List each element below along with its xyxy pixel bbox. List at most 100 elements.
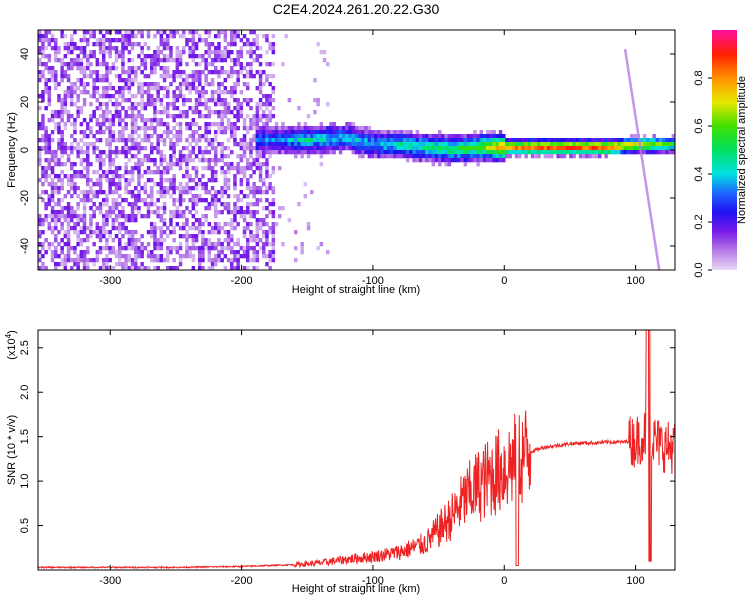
heatmap-cell <box>134 262 138 267</box>
heatmap-cell <box>588 138 592 143</box>
heatmap-cell <box>258 86 263 91</box>
heatmap-cell <box>524 142 528 147</box>
heatmap-cell <box>124 86 128 91</box>
heatmap-cell <box>226 162 231 167</box>
heatmap-cell <box>114 254 119 259</box>
heatmap-cell <box>495 158 500 163</box>
heatmap-cell <box>546 138 551 143</box>
heatmap-cell <box>188 106 192 111</box>
heatmap-cell <box>66 118 71 123</box>
heatmap-cell <box>57 262 61 267</box>
heatmap-cell <box>140 70 144 75</box>
heatmap-cell <box>41 246 45 251</box>
heatmap-cell <box>95 86 100 91</box>
heatmap-cell <box>127 202 132 207</box>
heatmap-cell <box>255 46 260 51</box>
heatmap-cell <box>585 146 589 151</box>
heatmap-cell <box>185 42 189 47</box>
heatmap-cell <box>418 154 423 159</box>
heatmap-cell <box>114 262 119 267</box>
heatmap-cell <box>492 158 496 163</box>
heatmap-cell <box>303 122 308 127</box>
heatmap-cell <box>60 186 64 191</box>
heatmap-cell <box>498 134 503 139</box>
heatmap-cell <box>73 174 77 179</box>
heatmap-cell <box>226 246 231 251</box>
heatmap-cell <box>191 54 196 59</box>
heatmap-cell <box>166 254 170 259</box>
heatmap-cell <box>246 126 250 131</box>
heatmap-cell <box>150 202 154 207</box>
heatmap-cell <box>364 150 368 155</box>
heatmap-cell <box>569 146 573 151</box>
y-tick-label: 1.5 <box>19 429 31 444</box>
heatmap-cell <box>127 258 132 263</box>
heatmap-cell <box>159 134 164 139</box>
heatmap-cell <box>204 158 208 163</box>
heatmap-cell <box>191 110 196 115</box>
heatmap-cell <box>393 154 397 159</box>
heatmap-cell <box>191 214 196 219</box>
heatmap-cell <box>262 114 266 119</box>
heatmap-cell <box>50 38 55 43</box>
heatmap-cell <box>236 266 240 270</box>
heatmap-cell <box>258 82 263 87</box>
heatmap-cell <box>127 58 132 63</box>
heatmap-cell <box>214 130 218 135</box>
heatmap-cell <box>57 198 61 203</box>
heatmap-cell <box>118 38 122 43</box>
heatmap-cell <box>242 126 247 131</box>
heatmap-cell <box>668 138 672 143</box>
heatmap-cell <box>63 90 68 95</box>
heatmap-cell <box>102 46 106 51</box>
heatmap-cell <box>578 138 583 143</box>
heatmap-cell <box>262 222 266 227</box>
heatmap-cell <box>175 142 180 147</box>
heatmap-cell <box>134 70 138 75</box>
heatmap-cell <box>178 226 183 231</box>
heatmap-cell <box>47 54 52 59</box>
heatmap-cell <box>434 138 439 143</box>
heatmap-cell <box>124 214 128 219</box>
heatmap-cell <box>114 66 119 71</box>
heatmap-cell <box>150 158 154 163</box>
heatmap-cell <box>220 122 224 127</box>
heatmap-cell <box>191 130 196 135</box>
heatmap-cell <box>463 154 468 159</box>
heatmap-cell <box>44 250 48 255</box>
heatmap-cell <box>473 158 477 163</box>
heatmap-cell <box>390 130 394 135</box>
heatmap-cell <box>268 134 272 139</box>
heatmap-cell <box>38 106 42 111</box>
heatmap-cell <box>166 134 170 139</box>
heatmap-cell <box>201 102 205 107</box>
heatmap-cell <box>201 86 205 91</box>
heatmap-cell <box>98 250 103 255</box>
heatmap-cell <box>111 170 116 175</box>
heatmap-cell <box>217 30 221 35</box>
heatmap-cell <box>223 162 228 167</box>
heatmap-cell <box>102 50 106 55</box>
heatmap-cell <box>572 146 576 151</box>
heatmap-cell <box>233 166 237 171</box>
heatmap-cell <box>236 222 240 227</box>
heatmap-cell <box>223 30 228 35</box>
heatmap-cell <box>265 130 269 135</box>
heatmap-cell <box>214 262 218 267</box>
heatmap-cell <box>146 102 151 107</box>
heatmap-cell <box>92 34 96 39</box>
heatmap-cell <box>102 42 106 47</box>
heatmap-cell <box>255 218 260 223</box>
heatmap-cell <box>255 250 260 255</box>
heatmap-cell <box>322 146 327 151</box>
heatmap-cell <box>559 142 564 147</box>
heatmap-cell <box>204 186 208 191</box>
heatmap-cell <box>646 142 650 147</box>
heatmap-cell <box>63 42 68 47</box>
heatmap-cell <box>319 150 324 155</box>
heatmap-cell <box>204 246 208 251</box>
heatmap-cell <box>191 198 196 203</box>
heatmap-cell <box>185 166 189 171</box>
heatmap-cell <box>105 46 109 51</box>
heatmap-cell <box>271 222 276 227</box>
